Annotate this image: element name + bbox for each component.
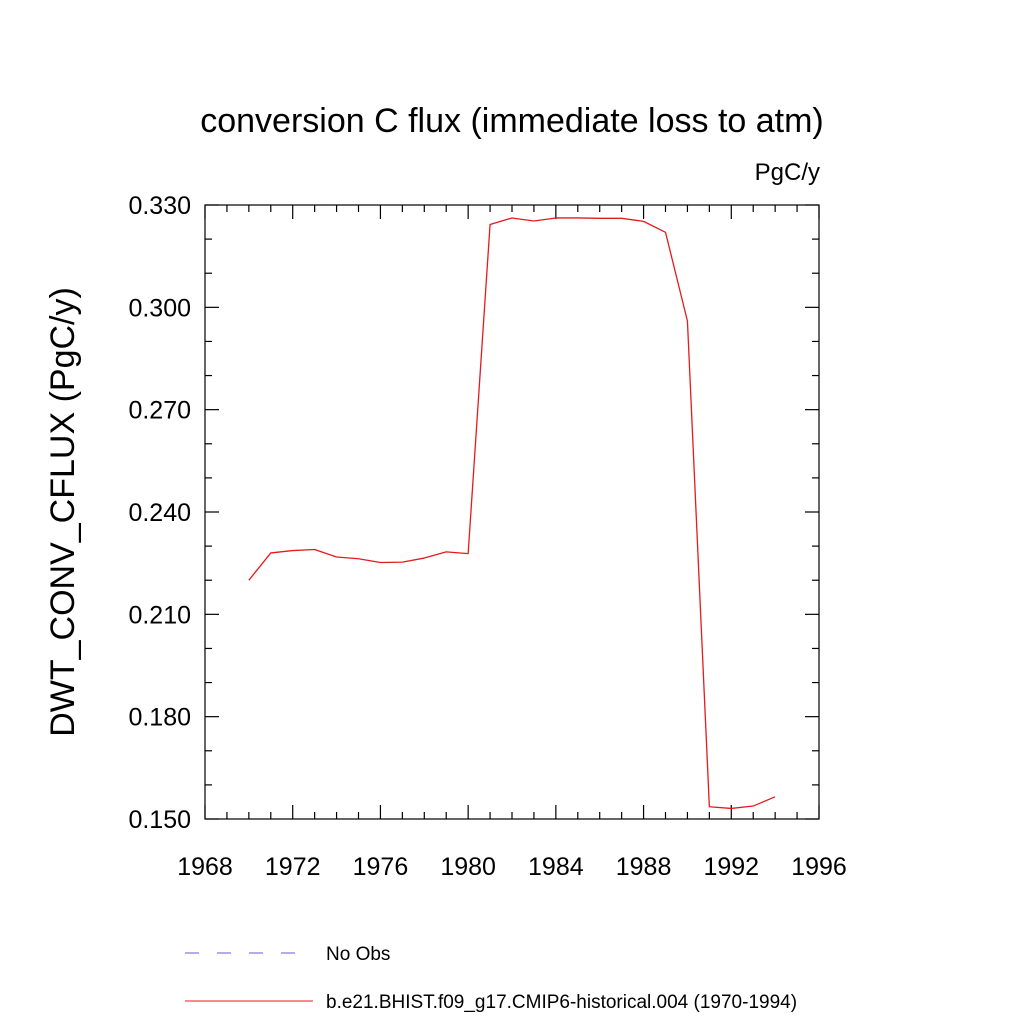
y-tick-label: 0.330 [128, 192, 191, 220]
tick-labels: 1968 1972 1976 1980 1984 1988 1992 1996 0.150 0.1… [128, 192, 846, 881]
x-tick-label: 1992 [703, 853, 759, 881]
plot-frame [204, 204, 820, 820]
legend-label: b.e21.BHIST.f09_g17.CMIP6-historical.004… [326, 992, 797, 1013]
y-tick-label: 0.270 [128, 397, 191, 425]
units-label: PgC/y [755, 159, 820, 186]
y-tick-label: 0.300 [128, 294, 191, 322]
x-tick-label: 1988 [616, 853, 672, 881]
chart-title: conversion C flux (immediate loss to atm… [200, 102, 824, 140]
y-tick-label: 0.180 [128, 704, 191, 732]
series-line [248, 217, 776, 810]
x-tick-label: 1976 [353, 853, 409, 881]
y-axis-label: DWT_CONV_CFLUX (PgC/y) [44, 287, 82, 737]
x-tick-label: 1996 [791, 853, 847, 881]
x-tick-label: 1980 [440, 853, 496, 881]
x-tick-label: 1972 [265, 853, 321, 881]
legend-label: No Obs [326, 944, 390, 965]
x-tick-label: 1968 [177, 853, 233, 881]
y-tick-label: 0.210 [128, 601, 191, 629]
data-series [248, 217, 776, 810]
legend: No Obs b.e21.BHIST.f09_g17.CMIP6-historic… [185, 944, 797, 1013]
x-tick-label: 1984 [528, 853, 584, 881]
y-tick-label: 0.150 [128, 806, 191, 834]
y-tick-label: 0.240 [128, 499, 191, 527]
axis-ticks [204, 204, 820, 820]
